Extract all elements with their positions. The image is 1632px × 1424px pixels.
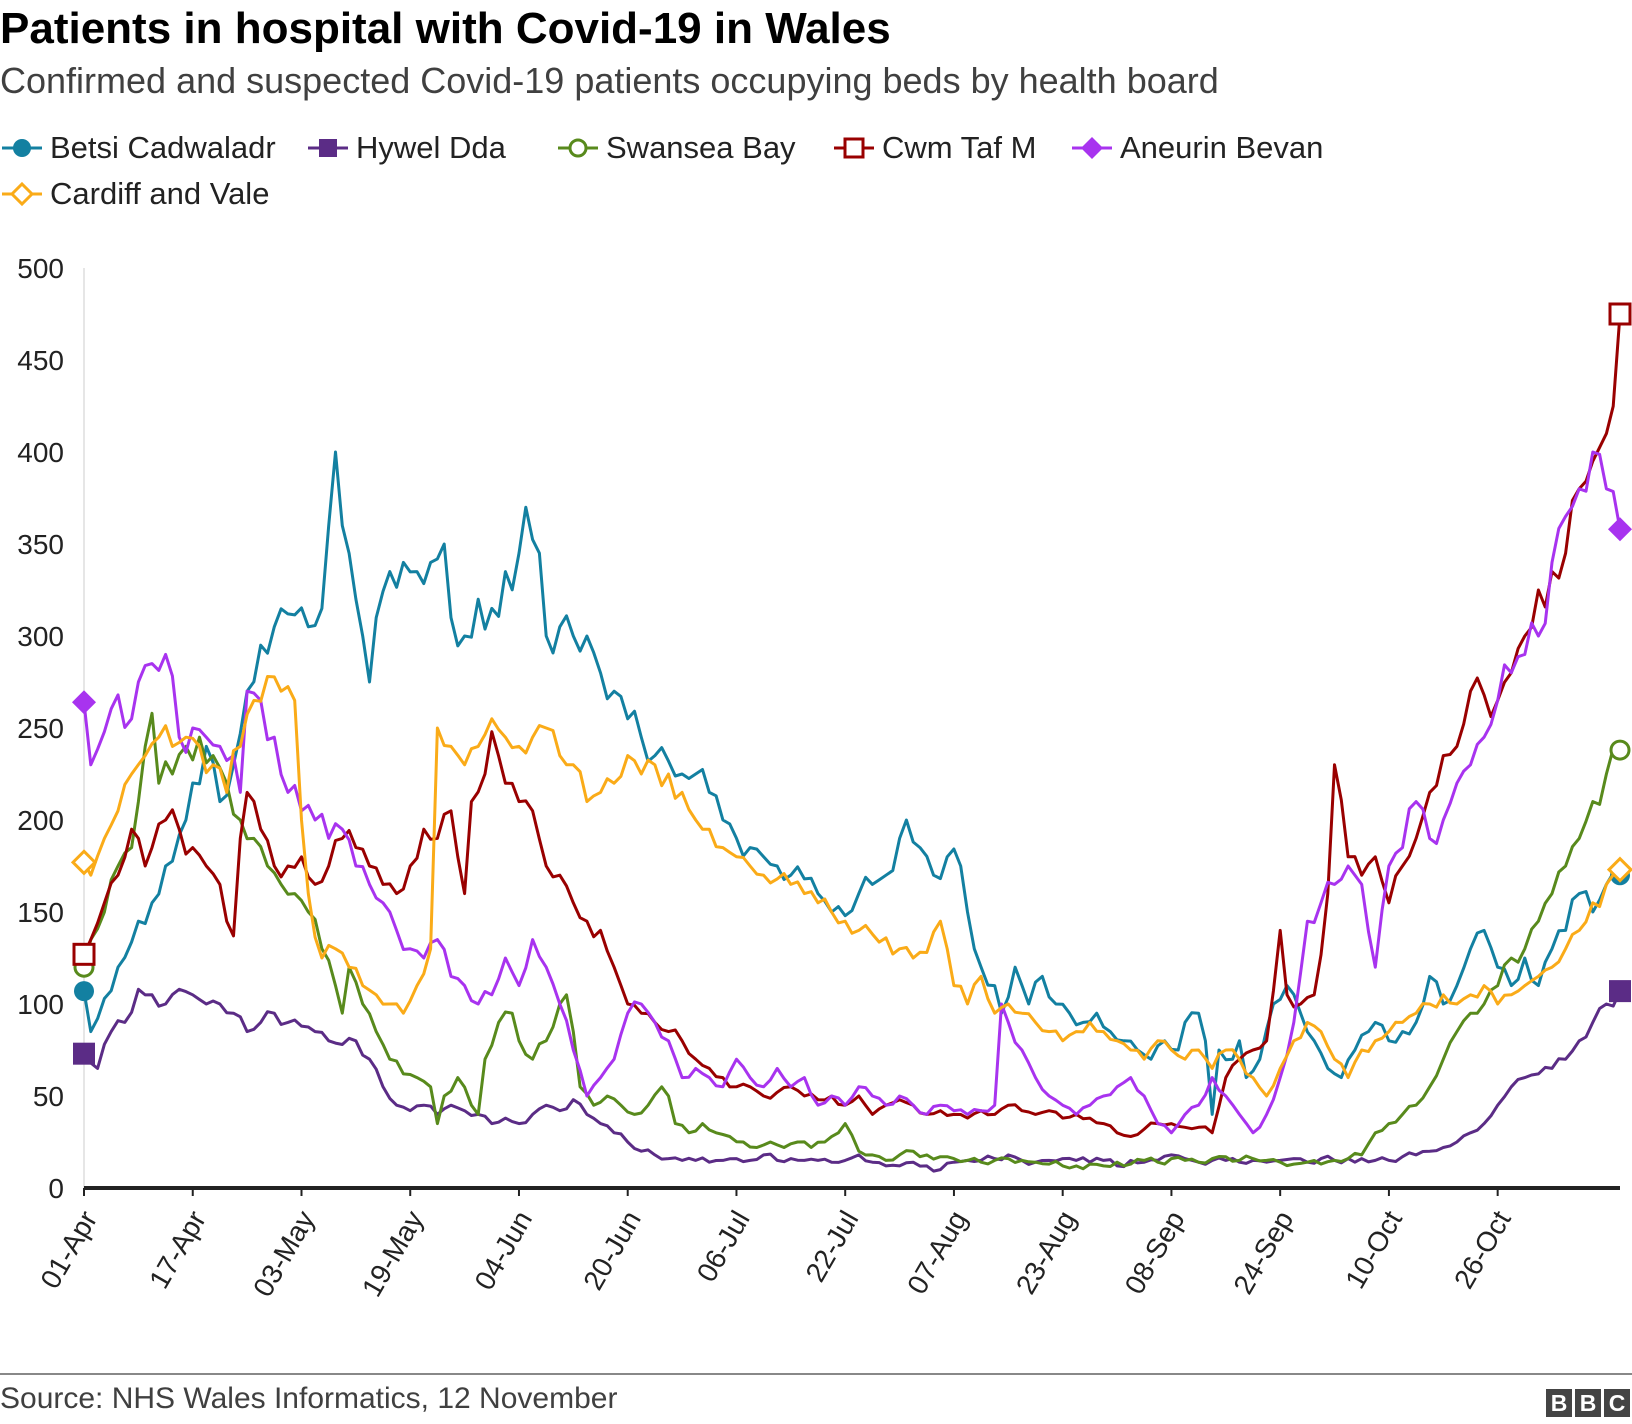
series-line [82,675,1622,1098]
series-end-marker [1609,739,1631,761]
legend-marker-square-filled-icon [308,139,348,157]
bbc-logo-letter: B [1546,1389,1572,1417]
y-tick-label: 100 [17,989,64,1020]
legend-label: Betsi Cadwaladr [50,130,276,165]
bbc-logo-letter: B [1575,1389,1601,1417]
legend-label: Swansea Bay [606,130,796,165]
series-start-marker [74,981,94,1002]
series-end-marker [1609,980,1631,1003]
x-tick-label: 10-Oct [1339,1205,1408,1293]
series-line [82,450,1622,1135]
legend-marker-square-open-icon [834,137,874,159]
series-layer [70,302,1632,1173]
series-start-marker [70,849,98,876]
legend-marker-diamond-open-icon [2,181,42,207]
legend-item-aneurin-bevan: Aneurin Bevan [1070,130,1323,166]
series-start-marker [72,690,96,715]
legend-marker [13,139,31,157]
bbc-logo: B B C [1546,1389,1630,1417]
series-end-marker [1606,856,1632,883]
legend-marker-circle-filled-icon [2,139,42,157]
y-tick-label: 250 [17,713,64,744]
y-axis: 0 50 100 150 200 250 300 350 400 450 500 [17,253,85,1204]
legend-marker [843,137,865,159]
x-tick-label: 06-Jul [691,1206,756,1288]
legend-marker [319,139,337,157]
x-tick-label: 03-May [247,1206,321,1302]
series-end-marker [1608,517,1632,542]
chart-subtitle: Confirmed and suspected Covid-19 patient… [0,60,1219,101]
footer-divider [0,1373,1632,1375]
legend-marker-circle-open-icon [558,138,598,158]
series-line [82,450,1622,1116]
x-tick-label: 26-Oct [1448,1205,1517,1293]
y-tick-label: 150 [17,897,64,928]
x-tick-label: 17-Apr [143,1206,212,1294]
chart-title: Patients in hospital with Covid-19 in Wa… [0,4,891,53]
series-end-marker [1608,302,1632,326]
legend-marker [568,138,588,158]
y-tick-label: 450 [17,345,64,376]
series-line [82,987,1622,1173]
legend-label: Aneurin Bevan [1120,130,1324,165]
y-tick-label: 200 [17,805,64,836]
y-tick-label: 350 [17,529,64,560]
series-line [82,312,1622,1138]
legend-item-hywel-dda: Hywel Dda [306,130,506,166]
x-tick-label: 22-Jul [799,1206,864,1288]
x-tick-label: 24-Sep [1227,1206,1299,1300]
legend-item-swansea-bay: Swansea Bay [556,130,796,166]
series-start-marker [72,942,96,966]
legend-marker-diamond-filled-icon [1072,137,1112,159]
x-tick-label: 07-Aug [901,1206,973,1300]
y-tick-label: 50 [33,1081,64,1112]
line-chart: 0 50 100 150 200 250 300 350 400 450 500 01-Apr 17-… [17,253,1632,1302]
source-note: Source: NHS Wales Informatics, 12 Novemb… [0,1382,618,1415]
y-tick-label: 0 [48,1173,64,1204]
legend-label: Hywel Dda [356,130,506,165]
x-tick-label: 08-Sep [1119,1206,1191,1300]
x-tick-label: 20-Jun [577,1206,647,1296]
legend-item-cwm-taf-m: Cwm Taf M [832,130,1036,166]
legend-label: Cardiff and Vale [50,176,270,211]
y-tick-label: 500 [17,253,64,284]
x-tick-label: 04-Jun [469,1206,539,1296]
bbc-logo-letter: C [1604,1389,1630,1417]
legend-item-cardiff-and-vale: Cardiff and Vale [0,176,269,212]
series-line [82,711,1622,1171]
y-tick-label: 300 [17,621,64,652]
x-tick-label: 23-Aug [1010,1206,1082,1300]
legend-label: Cwm Taf M [882,130,1037,165]
legend-item-betsi-cadwaladr: Betsi Cadwaladr [0,130,276,166]
x-axis: 01-Apr 17-Apr 03-May 19-May 04-Jun 20-Jun 06-J… [34,1186,1620,1302]
y-tick-label: 400 [17,437,64,468]
series-start-marker [73,1042,95,1065]
x-tick-label: 19-May [356,1206,430,1302]
legend-marker [1081,137,1103,159]
legend-marker [9,181,35,207]
x-tick-label: 01-Apr [34,1206,103,1294]
